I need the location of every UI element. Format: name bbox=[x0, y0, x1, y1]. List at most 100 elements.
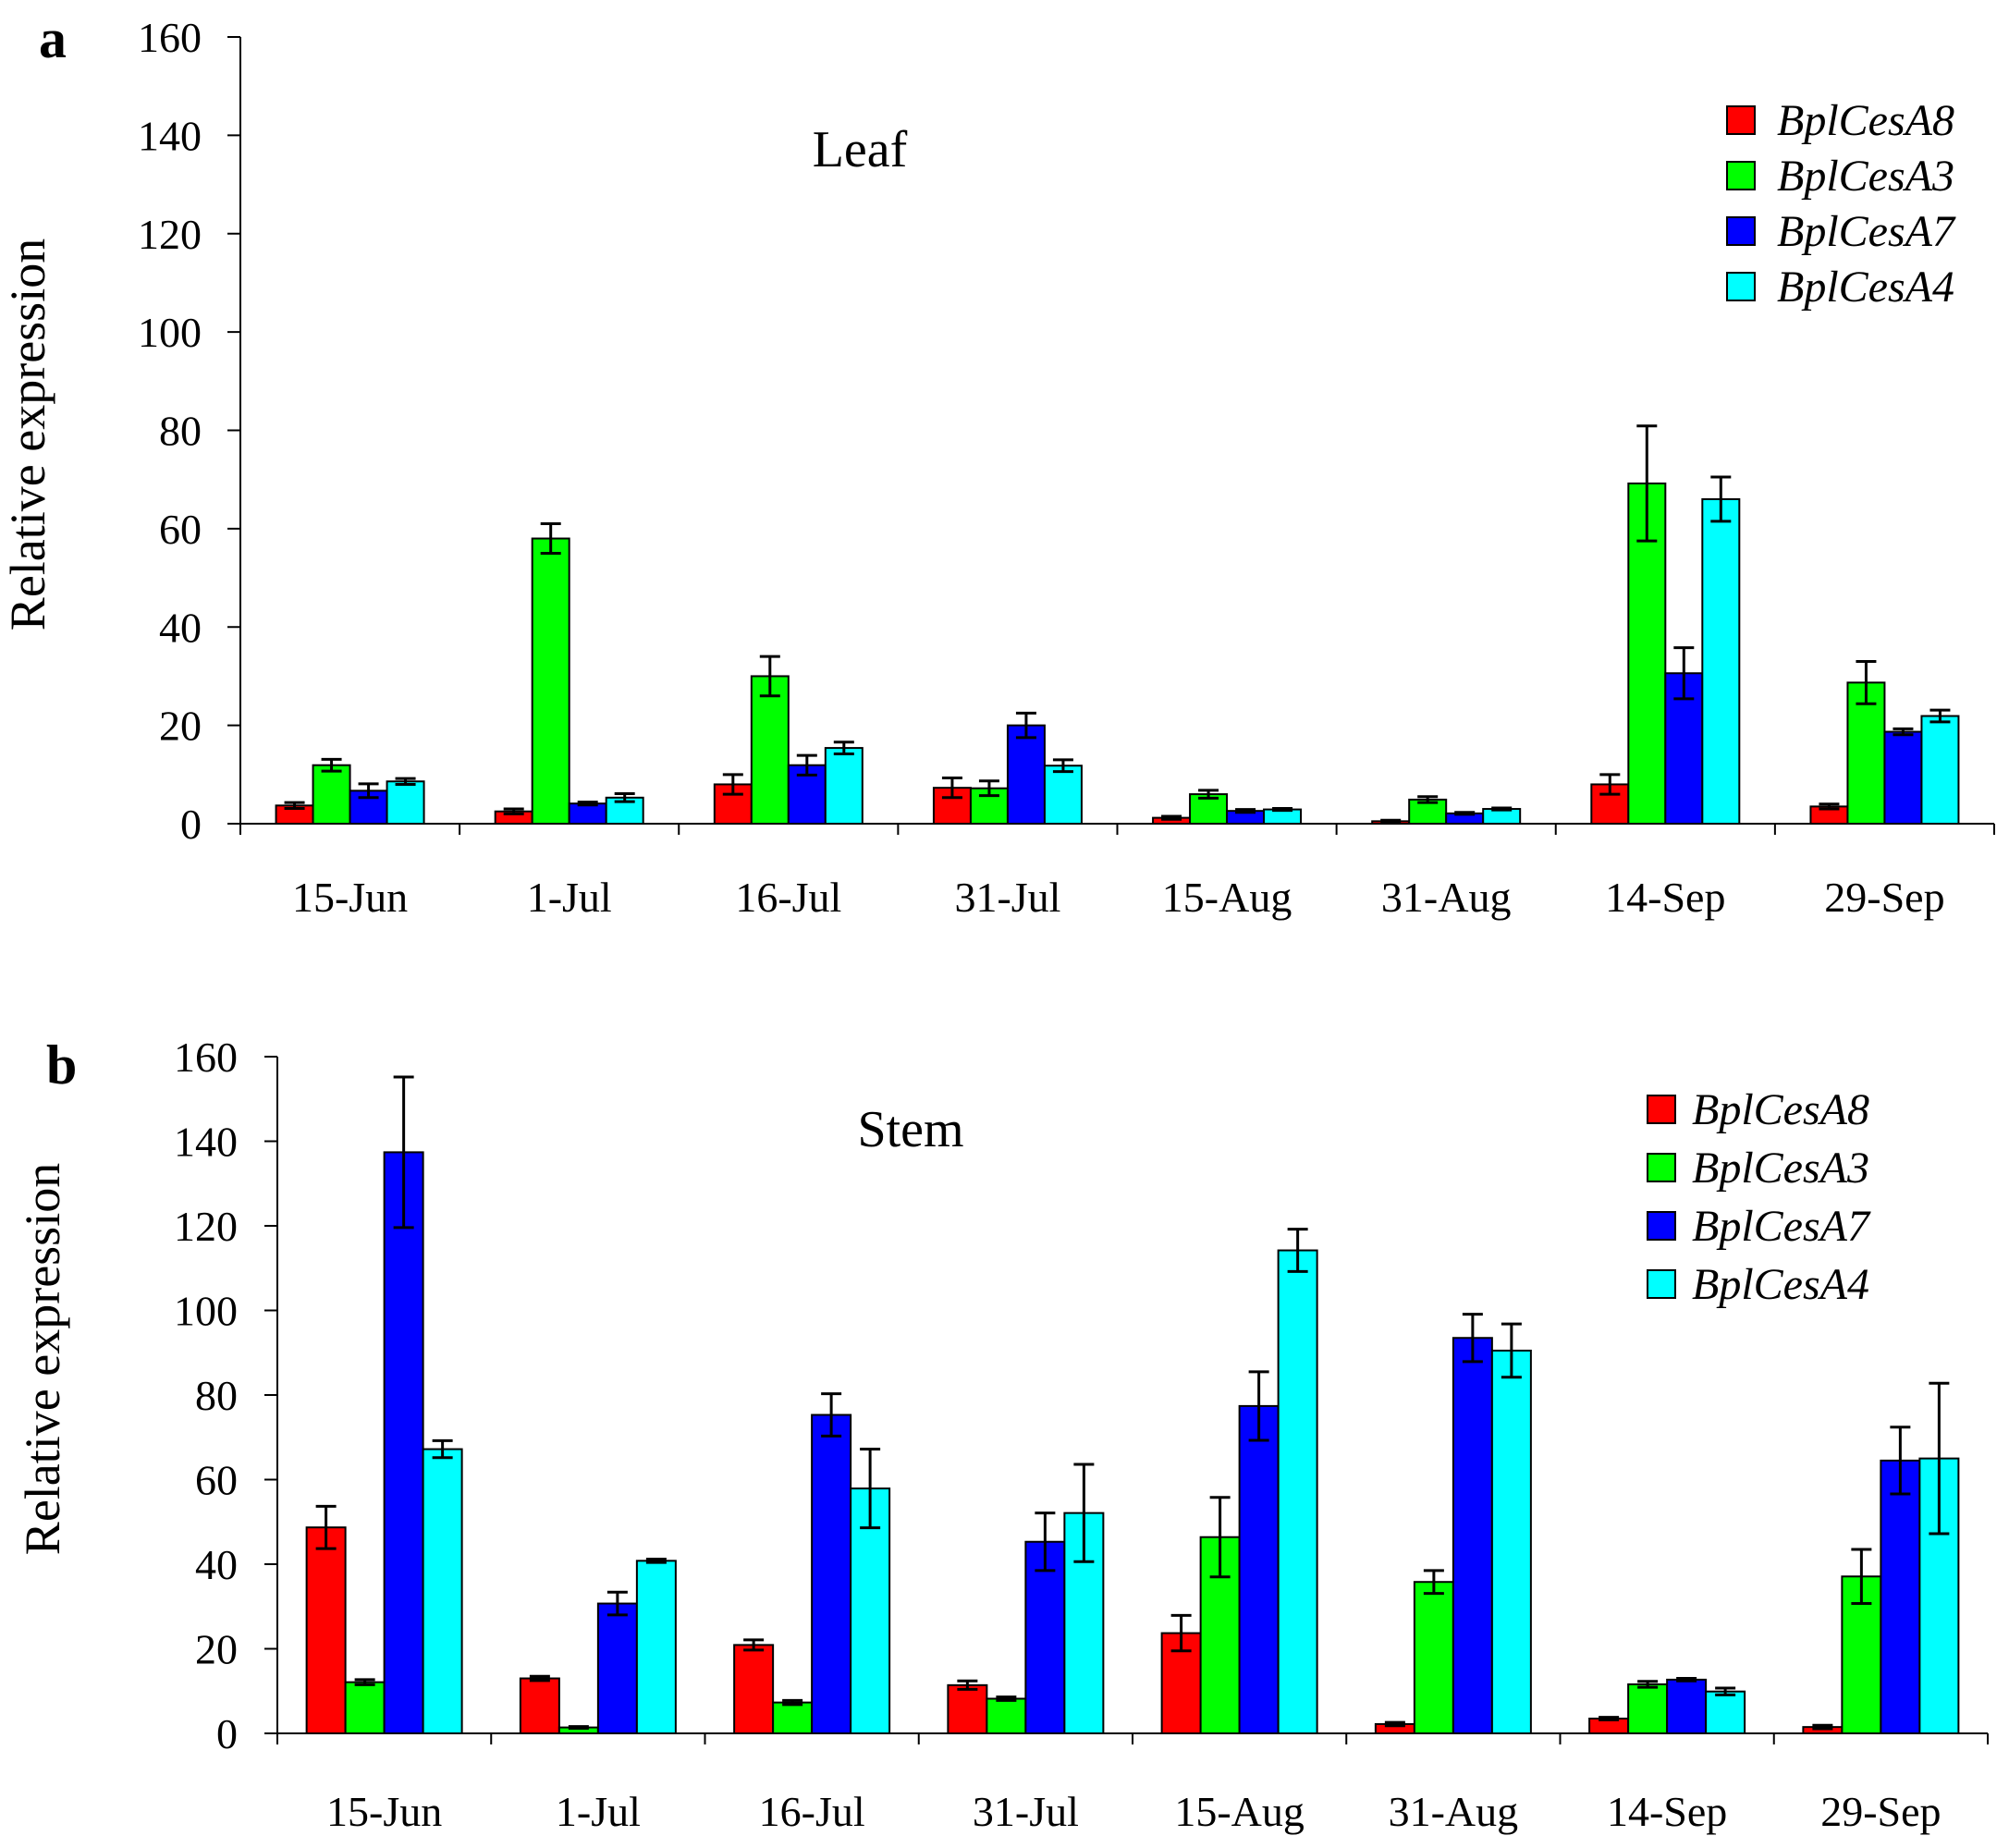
x-tick-label: 16-Jul bbox=[735, 874, 841, 921]
error-bar-BplCesA8-29-Sep bbox=[1819, 802, 1840, 811]
legend-item-BplCesA4: BplCesA4 bbox=[1647, 1260, 1869, 1309]
error-bar-BplCesA4-1-Jul bbox=[614, 792, 635, 803]
bar-BplCesA4-15-Aug bbox=[1277, 1249, 1318, 1735]
bar-BplCesA7-29-Sep bbox=[1880, 1459, 1921, 1734]
x-tick-label: 1-Jul bbox=[527, 874, 612, 921]
legend-leaf: BplCesA8 BplCesA3 BplCesA7 BplCesA4 bbox=[1726, 96, 1956, 312]
error-bar-BplCesA3-31-Jul bbox=[978, 779, 999, 798]
y-tick-label: 40 bbox=[195, 1541, 238, 1588]
y-tick-label: 120 bbox=[138, 211, 202, 258]
legend-item-BplCesA7: BplCesA7 bbox=[1726, 207, 1956, 256]
x-tick-label: 14-Sep bbox=[1607, 1788, 1727, 1835]
y-tick-label: 80 bbox=[159, 408, 202, 455]
error-bar-BplCesA4-31-Jul bbox=[1073, 1462, 1095, 1563]
x-tick-label: 15-Aug bbox=[1174, 1788, 1305, 1835]
y-axis-title-stem: Relative expression bbox=[15, 1163, 70, 1555]
x-tick-label: 29-Sep bbox=[1820, 1788, 1941, 1835]
bar-BplCesA3-14-Sep bbox=[1627, 1683, 1669, 1735]
error-bar-BplCesA8-31-Jul bbox=[957, 1679, 978, 1691]
bar-BplCesA3-16-Jul bbox=[772, 1701, 814, 1735]
error-bar-BplCesA3-1-Jul bbox=[540, 522, 561, 555]
x-tick-label: 31-Aug bbox=[1381, 874, 1512, 921]
error-bar-BplCesA3-29-Sep bbox=[1851, 1548, 1872, 1606]
x-tick-label: 29-Sep bbox=[1824, 874, 1944, 921]
bar-BplCesA3-31-Aug bbox=[1413, 1581, 1454, 1734]
error-bar-BplCesA8-31-Aug bbox=[1384, 1720, 1405, 1728]
error-bar-BplCesA7-31-Jul bbox=[1035, 1511, 1056, 1573]
panel-letter-a: a bbox=[39, 8, 67, 69]
x-tick-label: 31-Jul bbox=[954, 874, 1060, 921]
y-tick-label: 20 bbox=[159, 703, 202, 750]
error-bar-BplCesA4-14-Sep bbox=[1710, 475, 1732, 523]
bar-BplCesA7-1-Jul bbox=[596, 1602, 638, 1734]
error-bar-BplCesA3-1-Jul bbox=[568, 1725, 589, 1731]
error-bar-BplCesA8-14-Sep bbox=[1599, 1716, 1620, 1721]
legend-swatch bbox=[1647, 1095, 1676, 1124]
error-bars-leaf bbox=[284, 424, 1951, 824]
legend-swatch bbox=[1647, 1211, 1676, 1241]
error-bar-BplCesA4-31-Jul bbox=[1052, 758, 1073, 774]
y-tick-label: 60 bbox=[195, 1457, 238, 1504]
legend-label: BplCesA3 bbox=[1777, 152, 1954, 201]
x-ticks-stem: 15-Jun 1-Jul 16-Jul 31-Jul 15-Aug 31-Aug 14-Se… bbox=[276, 1733, 1989, 1835]
bar-BplCesA4-29-Sep bbox=[1920, 715, 1960, 825]
bar-BplCesA4-14-Sep bbox=[1701, 497, 1741, 826]
bar-BplCesA7-31-Aug bbox=[1452, 1337, 1493, 1735]
bar-BplCesA3-15-Jun bbox=[344, 1681, 386, 1734]
panel-title-stem: Stem bbox=[857, 1101, 963, 1158]
error-bar-BplCesA7-15-Aug bbox=[1248, 1370, 1269, 1442]
y-tick-label: 20 bbox=[195, 1626, 238, 1673]
error-bar-BplCesA3-31-Aug bbox=[1423, 1569, 1444, 1596]
y-ticks-leaf: 0 20 40 60 80 100 120 140 160 bbox=[138, 14, 240, 848]
legend-item-BplCesA7: BplCesA7 bbox=[1647, 1202, 1871, 1251]
y-tick-label: 80 bbox=[195, 1372, 238, 1419]
x-tick-label: 16-Jul bbox=[759, 1788, 865, 1835]
legend-stem: BplCesA8 BplCesA3 BplCesA7 BplCesA4 bbox=[1647, 1085, 1871, 1309]
error-bar-BplCesA7-1-Jul bbox=[577, 801, 598, 807]
bar-BplCesA7-1-Jul bbox=[568, 802, 607, 825]
y-tick-label: 140 bbox=[138, 112, 202, 159]
legend-label: BplCesA3 bbox=[1692, 1144, 1869, 1193]
error-bar-BplCesA4-16-Jul bbox=[860, 1448, 881, 1530]
error-bar-BplCesA3-16-Jul bbox=[759, 655, 780, 698]
bar-BplCesA7-14-Sep bbox=[1666, 1678, 1708, 1734]
y-tick-label: 160 bbox=[138, 14, 202, 61]
bar-BplCesA8-16-Jul bbox=[733, 1644, 775, 1734]
legend-item-BplCesA8: BplCesA8 bbox=[1647, 1085, 1869, 1134]
x-tick-label: 15-Jun bbox=[326, 1788, 442, 1835]
error-bar-BplCesA7-31-Jul bbox=[1015, 711, 1036, 740]
y-tick-label: 0 bbox=[216, 1710, 238, 1757]
panel-stem: b Relative expression Stem 0 20 40 60 80 100 1… bbox=[15, 1034, 1989, 1835]
error-bar-BplCesA4-15-Aug bbox=[1272, 807, 1293, 813]
bars-leaf bbox=[275, 482, 1960, 826]
error-bar-BplCesA3-16-Jul bbox=[782, 1698, 803, 1707]
error-bar-BplCesA4-15-Jun bbox=[395, 777, 416, 786]
error-bar-BplCesA4-29-Sep bbox=[1929, 1381, 1950, 1536]
panel-leaf: a Relative expression Leaf 0 20 40 60 80 100 1… bbox=[0, 8, 1995, 921]
bar-BplCesA7-29-Sep bbox=[1883, 730, 1923, 825]
bar-BplCesA8-31-Jul bbox=[947, 1683, 988, 1734]
error-bar-BplCesA7-29-Sep bbox=[1890, 1426, 1911, 1496]
legend-swatch bbox=[1726, 105, 1756, 135]
error-bar-BplCesA3-15-Jun bbox=[354, 1678, 375, 1686]
error-bar-BplCesA3-15-Aug bbox=[1209, 1496, 1231, 1579]
bar-BplCesA4-14-Sep bbox=[1705, 1690, 1746, 1735]
x-tick-label: 15-Jun bbox=[292, 874, 408, 921]
legend-item-BplCesA3: BplCesA3 bbox=[1647, 1144, 1869, 1193]
error-bar-BplCesA4-16-Jul bbox=[833, 740, 854, 755]
legend-label: BplCesA8 bbox=[1777, 96, 1954, 145]
y-tick-label: 120 bbox=[174, 1203, 238, 1250]
bar-BplCesA4-31-Jul bbox=[1043, 765, 1083, 826]
error-bar-BplCesA8-31-Jul bbox=[941, 777, 962, 800]
error-bar-BplCesA4-29-Sep bbox=[1929, 708, 1951, 724]
x-tick-label: 1-Jul bbox=[556, 1788, 641, 1835]
error-bar-BplCesA3-14-Sep bbox=[1637, 1680, 1659, 1689]
y-tick-label: 140 bbox=[174, 1119, 238, 1166]
error-bar-BplCesA3-15-Aug bbox=[1198, 789, 1219, 800]
error-bar-BplCesA8-15-Aug bbox=[1170, 1613, 1192, 1653]
bar-BplCesA7-31-Jul bbox=[1024, 1540, 1066, 1734]
error-bar-BplCesA8-14-Sep bbox=[1599, 773, 1621, 796]
bar-BplCesA4-15-Jun bbox=[422, 1448, 463, 1735]
error-bar-BplCesA7-15-Jun bbox=[393, 1075, 414, 1230]
